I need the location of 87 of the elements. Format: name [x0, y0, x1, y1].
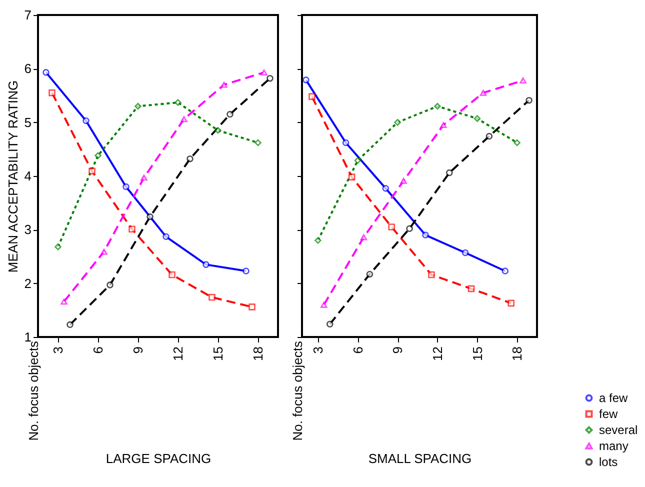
point	[82, 117, 90, 124]
x-tick-label: 3	[50, 346, 66, 354]
legend-label: a few	[599, 391, 628, 405]
point	[366, 270, 374, 278]
x-axis-title: LARGE SPACING	[106, 450, 212, 466]
point	[520, 77, 526, 84]
point	[180, 116, 188, 122]
point	[406, 225, 413, 232]
y-tick-label: 3	[24, 222, 32, 238]
point	[502, 268, 509, 274]
x-tick-label: 9	[390, 346, 406, 354]
point	[514, 139, 520, 146]
y-tick-label: 6	[24, 61, 32, 76]
x-tick-label: 3	[310, 346, 326, 354]
point	[314, 237, 322, 244]
point	[162, 233, 170, 240]
y-tick-label: 5	[24, 114, 32, 130]
y-tick-label: 4	[24, 168, 32, 184]
point	[526, 96, 532, 104]
point	[66, 321, 74, 328]
point	[122, 183, 130, 190]
point	[186, 155, 194, 162]
point	[134, 102, 142, 110]
legend-label: lots	[599, 455, 618, 469]
point	[486, 132, 493, 140]
x-tick-label: 15	[210, 346, 226, 361]
legend-label: few	[599, 407, 618, 421]
point	[260, 69, 268, 76]
point	[106, 282, 114, 288]
point	[462, 249, 469, 256]
point	[474, 115, 481, 122]
point	[48, 89, 56, 96]
point	[434, 102, 441, 110]
point	[388, 224, 396, 230]
point	[146, 213, 154, 220]
x-tick-label: 12	[170, 346, 186, 361]
x-axis-title: SMALL SPACING	[368, 450, 472, 466]
point	[382, 184, 390, 192]
point	[60, 298, 68, 305]
point	[360, 234, 368, 240]
point	[422, 232, 429, 238]
legend-label: several	[599, 423, 638, 437]
x-tick-label: 6	[90, 346, 106, 354]
point	[242, 268, 250, 274]
point	[220, 82, 228, 88]
x-tick-label: 9	[130, 346, 146, 354]
point	[202, 261, 210, 268]
point	[480, 90, 487, 96]
x-tick-label: 18	[510, 346, 525, 361]
point	[88, 168, 96, 175]
point	[94, 152, 102, 159]
point	[394, 118, 401, 126]
point	[342, 139, 350, 146]
point	[468, 285, 475, 292]
point	[302, 76, 310, 84]
point	[100, 248, 108, 255]
x-tick-label: 18	[250, 346, 266, 361]
point	[214, 126, 222, 134]
legend-label: many	[599, 439, 628, 453]
point	[400, 178, 407, 184]
text: No. focus objects	[290, 340, 305, 441]
point	[254, 139, 262, 146]
point	[54, 243, 62, 250]
y-tick-label: 7	[24, 8, 32, 22]
point	[174, 99, 182, 106]
point	[446, 169, 453, 176]
x-tick-label: 15	[470, 346, 485, 361]
point	[226, 110, 234, 118]
point	[42, 69, 50, 76]
point	[266, 74, 274, 82]
x-tick-label: 12	[430, 346, 445, 361]
point	[508, 300, 514, 307]
y-tick-label: 2	[24, 276, 32, 291]
point	[440, 122, 447, 128]
point	[208, 294, 216, 301]
point	[326, 320, 334, 328]
point	[428, 271, 435, 278]
point	[320, 302, 328, 308]
point	[354, 157, 362, 164]
point	[248, 304, 256, 310]
point	[140, 174, 148, 181]
point	[348, 174, 356, 180]
x-tick-label: 6	[350, 346, 366, 354]
y-axis-title: MEAN ACCEPTABILITY RATING	[5, 80, 20, 273]
point	[308, 93, 316, 100]
point	[128, 226, 136, 233]
point	[168, 271, 176, 278]
